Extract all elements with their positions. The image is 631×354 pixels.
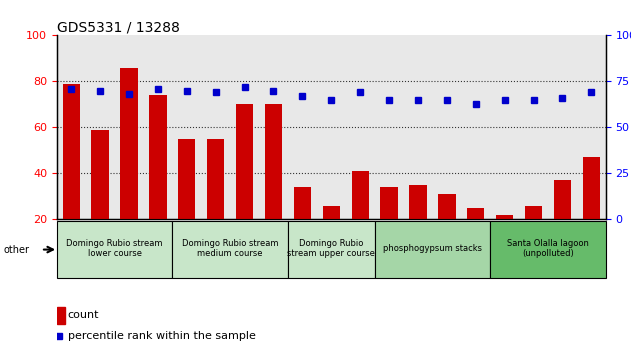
Bar xyxy=(351,171,369,266)
Text: percentile rank within the sample: percentile rank within the sample xyxy=(68,331,256,341)
Bar xyxy=(554,181,571,266)
Bar xyxy=(265,104,282,266)
Bar xyxy=(178,139,196,266)
Bar xyxy=(380,187,398,266)
Text: Domingo Rubio
stream upper course: Domingo Rubio stream upper course xyxy=(287,239,375,258)
Bar xyxy=(236,104,253,266)
Bar xyxy=(150,95,167,266)
Text: Domingo Rubio stream
lower course: Domingo Rubio stream lower course xyxy=(66,239,163,258)
Bar xyxy=(410,185,427,266)
Bar xyxy=(582,157,600,266)
Bar xyxy=(121,68,138,266)
Text: phosphogypsum stacks: phosphogypsum stacks xyxy=(383,244,482,253)
Text: other: other xyxy=(3,245,29,255)
Bar xyxy=(62,84,80,266)
FancyBboxPatch shape xyxy=(172,221,288,279)
FancyBboxPatch shape xyxy=(288,221,375,279)
FancyBboxPatch shape xyxy=(375,221,490,279)
FancyBboxPatch shape xyxy=(57,221,172,279)
Bar xyxy=(322,206,340,266)
Text: Domingo Rubio stream
medium course: Domingo Rubio stream medium course xyxy=(182,239,278,258)
Bar xyxy=(467,208,485,266)
Bar xyxy=(91,130,109,266)
Bar xyxy=(57,307,64,324)
Text: GDS5331 / 13288: GDS5331 / 13288 xyxy=(57,20,180,34)
Bar xyxy=(525,206,542,266)
Bar xyxy=(496,215,513,266)
Bar xyxy=(207,139,225,266)
Bar xyxy=(438,194,456,266)
Bar xyxy=(293,187,311,266)
FancyBboxPatch shape xyxy=(490,221,606,279)
Text: Santa Olalla lagoon
(unpolluted): Santa Olalla lagoon (unpolluted) xyxy=(507,239,589,258)
Text: count: count xyxy=(68,310,99,320)
